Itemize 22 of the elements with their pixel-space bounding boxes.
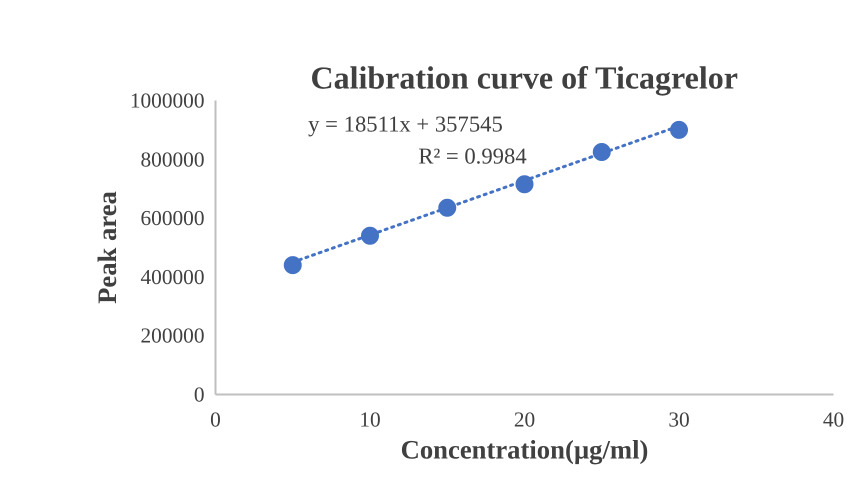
y-tick-label: 1000000 <box>130 88 205 112</box>
y-tick-label: 400000 <box>140 264 204 289</box>
y-tick-label: 800000 <box>140 147 204 172</box>
annotation: R² = 0.9984 <box>418 144 527 168</box>
y-tick-label: 200000 <box>140 324 204 348</box>
point <box>438 198 456 217</box>
x-axis-title: Concentration(µg/ml) <box>400 434 648 464</box>
y-axis-title: Peak area <box>92 191 122 304</box>
x-tick-label: 40 <box>822 408 844 432</box>
annotation: y = 18511x + 357545 <box>308 112 503 136</box>
chart-title: Calibration curve of Ticagrelor <box>310 60 738 96</box>
point <box>516 175 534 194</box>
x-tick-label: 30 <box>668 408 690 432</box>
point <box>670 120 688 139</box>
point <box>284 256 302 274</box>
y-tick-label: 0 <box>194 382 205 406</box>
y-tick-label: 600000 <box>140 206 204 230</box>
x-tick-label: 0 <box>210 408 221 432</box>
point <box>361 226 379 245</box>
point <box>592 142 611 161</box>
x-tick-label: 10 <box>359 408 381 432</box>
x-tick-label: 20 <box>514 408 536 432</box>
